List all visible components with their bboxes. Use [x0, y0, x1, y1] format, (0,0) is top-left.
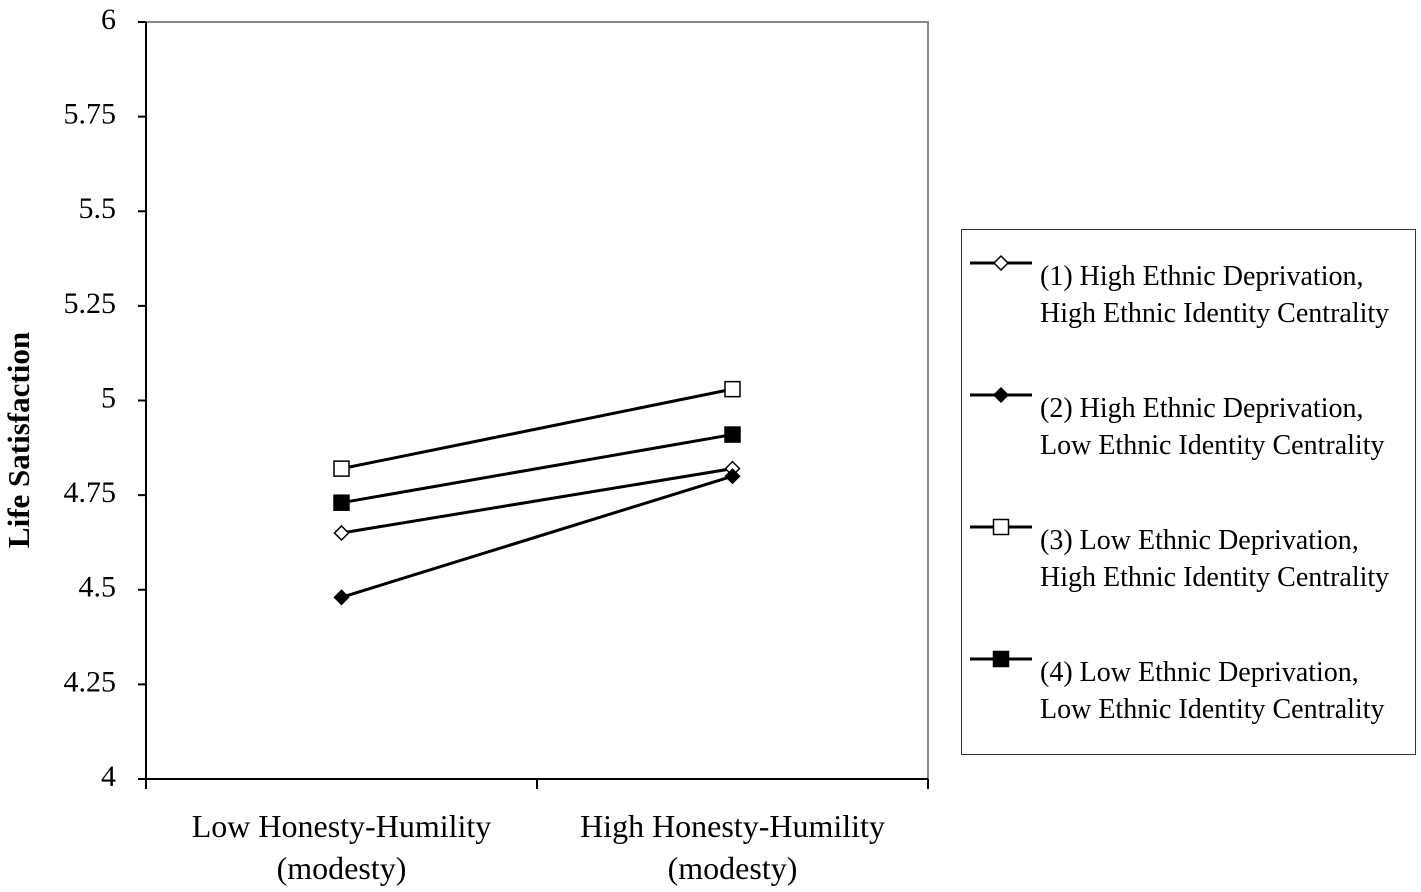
data-point	[333, 589, 350, 606]
legend-swatch	[970, 254, 1032, 272]
series-line	[341, 433, 733, 505]
legend-swatch	[970, 386, 1032, 404]
y-tick-label: 6	[101, 3, 116, 36]
legend-label: (2) High Ethnic Deprivation, Low Ethnic …	[1040, 393, 1385, 461]
legend-marker	[992, 650, 1010, 668]
series-line	[341, 467, 733, 535]
plot-frame	[145, 21, 929, 780]
y-tick-label: 4.25	[64, 665, 117, 698]
legend: (1) High Ethnic Deprivation, High Ethnic…	[961, 229, 1416, 755]
legend-swatch	[970, 650, 1032, 668]
x-tick-label: High Honesty-Humility (modesty)	[580, 808, 885, 886]
series-line	[341, 387, 733, 471]
y-tick-label: 5	[101, 381, 116, 414]
data-point	[724, 380, 741, 398]
data-point	[333, 524, 350, 542]
legend-marker	[992, 386, 1010, 404]
series-line	[341, 474, 733, 599]
y-tick-label: 4.75	[64, 476, 117, 509]
legend-marker	[992, 254, 1010, 272]
data-point	[333, 494, 350, 511]
legend-label: (3) Low Ethnic Deprivation, High Ethnic …	[1040, 525, 1390, 593]
data-point	[724, 426, 741, 443]
x-tick-label: Low Honesty-Humility (modesty)	[191, 808, 492, 886]
y-tick-label: 5.75	[64, 98, 117, 131]
y-tick-label: 5.25	[64, 287, 117, 320]
legend-swatch	[970, 518, 1032, 536]
legend-marker	[992, 518, 1010, 536]
y-tick-label: 4	[101, 760, 116, 793]
data-point	[724, 468, 741, 485]
legend-label: (4) Low Ethnic Deprivation, Low Ethnic I…	[1040, 657, 1385, 725]
legend-label: (1) High Ethnic Deprivation, High Ethnic…	[1040, 261, 1390, 329]
y-axis-title: Life Satisfaction	[1, 332, 36, 548]
data-point	[333, 460, 350, 477]
y-tick-label: 4.5	[79, 571, 117, 604]
y-tick-label: 5.5	[79, 192, 117, 225]
